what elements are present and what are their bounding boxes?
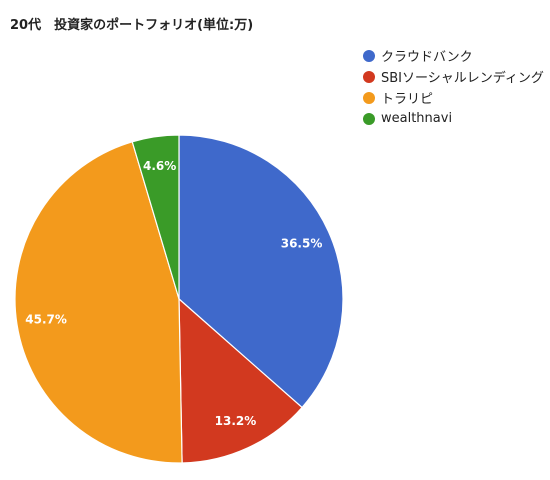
legend: クラウドバンク SBIソーシャルレンディング トラリピ wealthnavi — [363, 45, 544, 129]
legend-label-crowdbank: クラウドバンク — [381, 50, 473, 65]
legend-swatch-toraripi — [363, 91, 375, 104]
slice-label-wealthnavi: 4.6% — [143, 159, 176, 173]
pie-slice-sbi-social-lending[interactable] — [178, 297, 303, 464]
slice-label-toraripi: 45.7% — [25, 313, 67, 327]
legend-swatch-sbi-social-lending — [363, 70, 375, 83]
legend-label-wealthnavi: wealthnavi — [381, 111, 453, 126]
legend-label-sbi-social-lending: SBIソーシャルレンディング — [381, 71, 544, 86]
legend-label-toraripi: トラリピ — [381, 92, 434, 107]
legend-item-toraripi[interactable]: トラリピ — [363, 87, 544, 108]
chart-title: 20代 投資家のポートフォリオ(単位:万) — [10, 18, 254, 33]
legend-swatch-crowdbank — [363, 49, 375, 62]
pie-slice-toraripi[interactable] — [14, 141, 183, 464]
pie-slice-wealthnavi[interactable] — [131, 134, 180, 300]
legend-item-sbi-social-lending[interactable]: SBIソーシャルレンディング — [363, 66, 544, 87]
slice-label-sbi-social-lending: 13.2% — [215, 414, 257, 428]
slice-label-crowdbank: 36.5% — [281, 237, 323, 251]
legend-swatch-wealthnavi — [363, 112, 375, 125]
legend-item-crowdbank[interactable]: クラウドバンク — [363, 45, 544, 66]
legend-item-wealthnavi[interactable]: wealthnavi — [363, 108, 544, 129]
pie-slice-crowdbank[interactable] — [178, 134, 344, 409]
